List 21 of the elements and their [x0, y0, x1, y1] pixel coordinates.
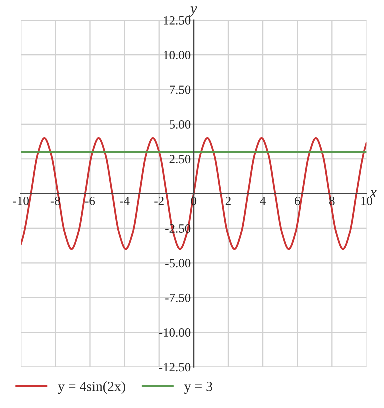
y-tick-label: -10.00: [159, 328, 191, 338]
y-tick-label: 5.00: [170, 120, 191, 129]
y-tick-label: 12.50: [164, 16, 191, 25]
legend-label: y = 3: [184, 382, 212, 394]
y-tick-label: 2.50: [170, 155, 191, 164]
y-tick-label: 10.00: [164, 51, 191, 60]
x-tick-label: -6: [86, 196, 96, 206]
y-tick-label: -12.50: [159, 363, 191, 372]
y-tick-label: 7.50: [170, 86, 191, 94]
y-tick-label: -5.00: [166, 259, 191, 268]
y-tick-label: -7.50: [166, 294, 191, 302]
x-tick-label: -10: [13, 196, 29, 206]
legend-label: y = 4sin(2x): [58, 382, 126, 394]
x-tick-label: 2: [226, 196, 231, 206]
x-tick-label: 4: [260, 197, 266, 206]
x-axis-title: x: [370, 190, 377, 198]
y-axis-title: y: [189, 6, 198, 17]
x-tick-label: -4: [120, 197, 130, 206]
x-tick-label: 10: [362, 196, 372, 206]
x-tick-label: -2: [154, 196, 164, 206]
x-tick-label: 6: [295, 196, 300, 206]
